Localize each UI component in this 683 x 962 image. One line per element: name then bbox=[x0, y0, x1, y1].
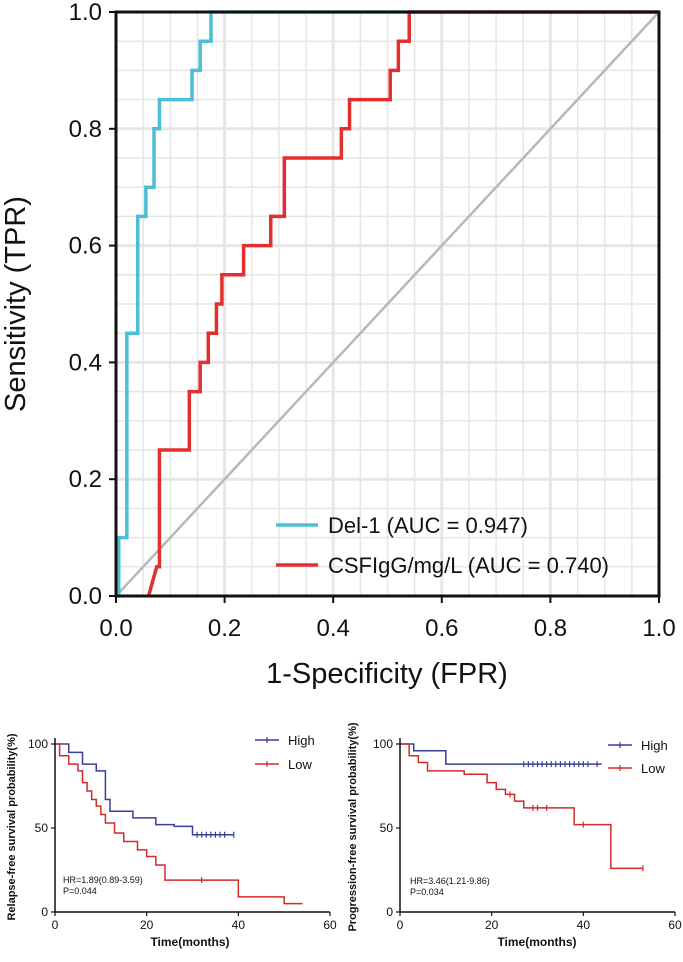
roc-y-tick-label: 0.0 bbox=[69, 583, 102, 610]
roc-y-tick-label: 1.0 bbox=[69, 0, 102, 26]
roc-x-tick-label: 0.2 bbox=[208, 615, 241, 642]
km2-x-tick-label: 0 bbox=[397, 918, 404, 932]
relapse-free-km-chart: 0 20 40 60 0 50 100 High Low HR=1.89(0.89-3.5… bbox=[6, 733, 337, 949]
roc-y-tick-label: 0.4 bbox=[69, 349, 102, 376]
km2-p-annotation: P=0.034 bbox=[410, 887, 444, 897]
roc-reference-line bbox=[115, 11, 660, 597]
roc-y-tick-label: 0.6 bbox=[69, 233, 102, 260]
roc-y-axis-ticks: 0.0 0.2 0.4 0.6 0.8 1.0 bbox=[69, 0, 116, 610]
km1-x-tick-label: 60 bbox=[323, 918, 337, 932]
roc-x-tick-label: 0.6 bbox=[425, 615, 458, 642]
km2-x-axis-ticks: 0 20 40 60 bbox=[397, 912, 682, 932]
km2-y-axis-label: Progression-free survival probability(%) bbox=[347, 722, 359, 931]
km1-legend-label-low: Low bbox=[288, 757, 312, 772]
km2-x-axis-label: Time(months) bbox=[497, 935, 576, 949]
roc-y-tick-label: 0.2 bbox=[69, 466, 102, 493]
km2-hr-annotation: HR=3.46(1.21-9.86) bbox=[410, 876, 490, 886]
km1-x-tick-label: 40 bbox=[232, 918, 246, 932]
roc-x-tick-label: 0.4 bbox=[317, 615, 350, 642]
progression-free-km-chart: 0 20 40 60 0 50 100 High Low HR=3.46(1.21-9.8… bbox=[347, 722, 682, 949]
km1-x-tick-label: 0 bbox=[52, 918, 59, 932]
km1-y-tick-label: 50 bbox=[35, 821, 49, 835]
roc-grid bbox=[116, 12, 659, 596]
km1-series bbox=[55, 743, 303, 905]
km1-curve-low bbox=[55, 743, 303, 905]
km2-x-tick-label: 20 bbox=[485, 918, 499, 932]
roc-x-tick-label: 0.8 bbox=[534, 615, 567, 642]
km1-p-annotation: P=0.044 bbox=[63, 886, 97, 896]
km2-curve-low bbox=[400, 743, 643, 870]
km1-y-tick-label: 100 bbox=[28, 737, 48, 751]
km2-legend: High Low bbox=[608, 738, 668, 776]
km1-y-axis-label: Relapse-free survival probability(%) bbox=[6, 733, 18, 920]
roc-chart: 0.0 0.2 0.4 0.6 0.8 1.0 0.0 0.2 0.4 0.6 0.8 1.0 De… bbox=[0, 0, 676, 690]
km1-y-tick-label: 0 bbox=[41, 905, 48, 919]
km2-y-tick-label: 100 bbox=[373, 737, 393, 751]
km1-x-axis-ticks: 0 20 40 60 bbox=[52, 912, 337, 932]
km2-y-tick-label: 0 bbox=[386, 905, 393, 919]
roc-legend: Del-1 (AUC = 0.947) CSFIgG/mg/L (AUC = 0… bbox=[276, 513, 609, 578]
km2-series bbox=[400, 743, 644, 872]
km1-y-axis-ticks: 0 50 100 bbox=[28, 737, 55, 919]
roc-y-axis-label: Sensitivity (TPR) bbox=[0, 196, 32, 412]
km2-x-tick-label: 60 bbox=[668, 918, 682, 932]
km1-legend: High Low bbox=[255, 733, 315, 772]
km2-legend-label-high: High bbox=[641, 738, 668, 753]
km1-curve-high bbox=[55, 743, 234, 836]
roc-series bbox=[116, 10, 659, 598]
roc-curve-csfigg bbox=[146, 10, 659, 597]
km2-legend-label-low: Low bbox=[641, 761, 665, 776]
roc-legend-label-csfigg: CSFIgG/mg/L (AUC = 0.740) bbox=[328, 553, 609, 578]
roc-legend-label-del1: Del-1 (AUC = 0.947) bbox=[328, 513, 528, 538]
roc-x-tick-label: 1.0 bbox=[642, 615, 675, 642]
km1-x-tick-label: 20 bbox=[140, 918, 154, 932]
roc-plot-frame bbox=[114, 10, 661, 598]
roc-y-tick-label: 0.8 bbox=[69, 116, 102, 143]
km2-x-tick-label: 40 bbox=[577, 918, 591, 932]
km1-hr-annotation: HR=1.89(0.89-3.59) bbox=[63, 875, 143, 885]
roc-x-tick-label: 0.0 bbox=[99, 615, 132, 642]
roc-diagonal-reference bbox=[115, 11, 660, 597]
km2-y-axis-ticks: 0 50 100 bbox=[373, 737, 400, 919]
km1-legend-label-high: High bbox=[288, 733, 315, 748]
roc-curve-del1 bbox=[116, 10, 659, 598]
km2-y-tick-label: 50 bbox=[380, 821, 394, 835]
roc-x-axis-ticks: 0.0 0.2 0.4 0.6 0.8 1.0 bbox=[99, 596, 676, 642]
roc-x-axis-label: 1-Specificity (FPR) bbox=[266, 658, 508, 690]
km1-x-axis-label: Time(months) bbox=[150, 935, 229, 949]
km2-curve-high bbox=[400, 743, 602, 765]
